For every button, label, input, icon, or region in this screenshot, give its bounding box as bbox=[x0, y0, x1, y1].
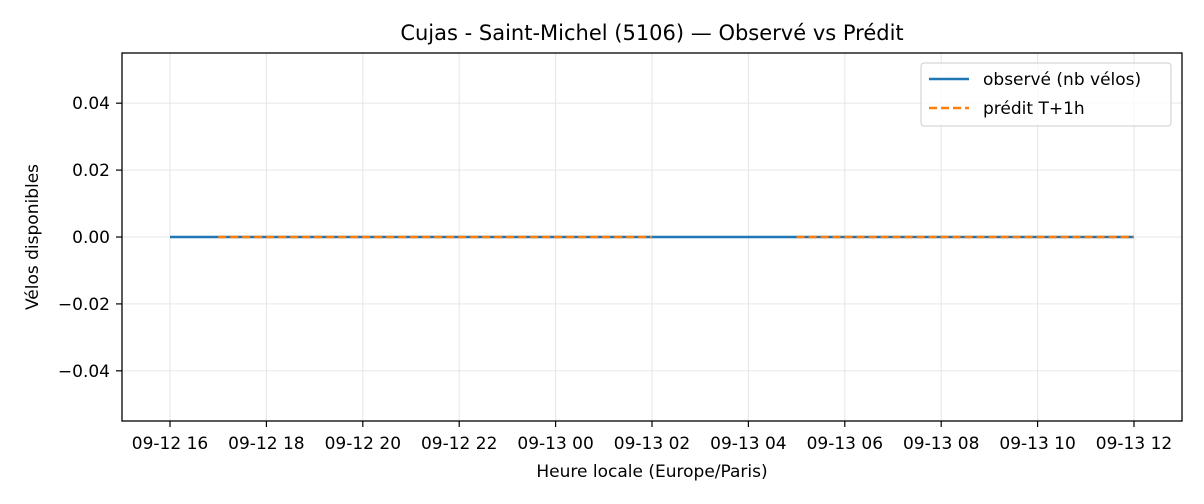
chart-title: Cujas - Saint-Michel (5106) — Observé vs… bbox=[400, 21, 903, 45]
y-tick-label: −0.02 bbox=[58, 295, 110, 315]
y-axis: 0.04 0.02 0.00 −0.02 −0.04 bbox=[58, 94, 122, 382]
x-tick-label: 09-13 02 bbox=[614, 434, 690, 454]
x-tick-label: 09-13 00 bbox=[517, 434, 593, 454]
legend-label-predicted: prédit T+1h bbox=[983, 99, 1085, 119]
y-tick-label: 0.04 bbox=[72, 94, 110, 114]
x-tick-label: 09-12 16 bbox=[132, 434, 208, 454]
y-tick-label: −0.04 bbox=[58, 362, 110, 382]
y-tick-label: 0.02 bbox=[72, 161, 110, 181]
x-axis-label: Heure locale (Europe/Paris) bbox=[536, 462, 767, 482]
x-tick-label: 09-13 12 bbox=[1096, 434, 1172, 454]
x-tick-label: 09-13 10 bbox=[999, 434, 1075, 454]
x-tick-label: 09-12 20 bbox=[325, 434, 401, 454]
y-tick-label: 0.00 bbox=[72, 228, 110, 248]
x-tick-label: 09-13 06 bbox=[807, 434, 883, 454]
legend-label-observed: observé (nb vélos) bbox=[983, 70, 1141, 90]
legend: observé (nb vélos) prédit T+1h bbox=[920, 62, 1172, 127]
legend-box bbox=[920, 62, 1172, 127]
y-axis-label: Vélos disponibles bbox=[23, 164, 43, 310]
x-tick-label: 09-12 18 bbox=[228, 434, 304, 454]
x-tick-label: 09-13 08 bbox=[903, 434, 979, 454]
x-axis: 09-12 16 09-12 18 09-12 20 09-12 22 09-13 00… bbox=[132, 421, 1172, 454]
x-tick-label: 09-13 04 bbox=[710, 434, 786, 454]
x-tick-label: 09-12 22 bbox=[421, 434, 497, 454]
